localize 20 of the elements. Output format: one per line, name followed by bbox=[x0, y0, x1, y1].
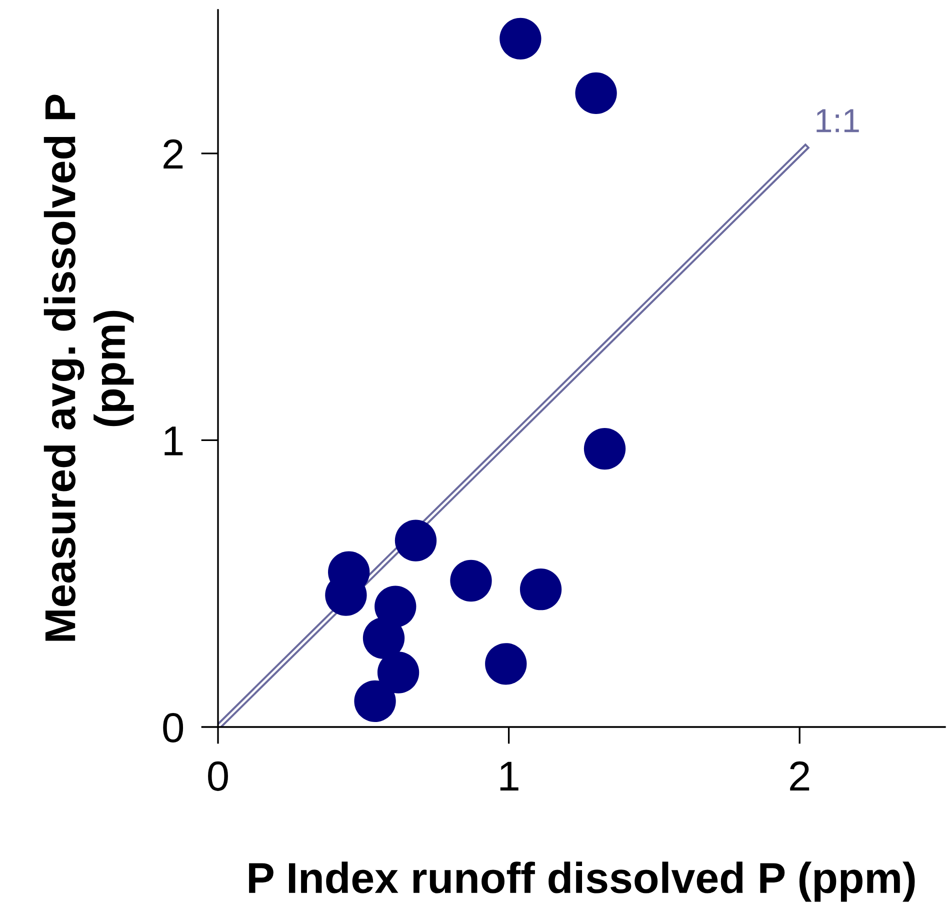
point bbox=[354, 680, 396, 722]
point bbox=[374, 586, 416, 628]
point bbox=[377, 652, 420, 694]
point bbox=[584, 428, 626, 470]
y-axis-title: Measured avg. dissolved P (ppm) bbox=[44, 94, 134, 641]
y-tick-label: 1 bbox=[164, 426, 183, 456]
y-tick-label: 2 bbox=[164, 139, 183, 168]
point bbox=[485, 643, 527, 685]
point bbox=[362, 617, 405, 659]
point bbox=[450, 560, 492, 602]
x-tick-label: 0 bbox=[208, 761, 228, 791]
point bbox=[394, 520, 437, 562]
series-label: 1:1 bbox=[816, 109, 859, 132]
x-tick-label: 1 bbox=[500, 762, 518, 791]
point bbox=[575, 72, 617, 114]
point bbox=[500, 18, 542, 60]
x-axis-title: P Index runoff dissolved P (ppm) bbox=[249, 862, 915, 902]
point bbox=[520, 568, 562, 610]
y-tick-label: 0 bbox=[163, 713, 184, 743]
x-tick-label: 2 bbox=[790, 761, 810, 791]
